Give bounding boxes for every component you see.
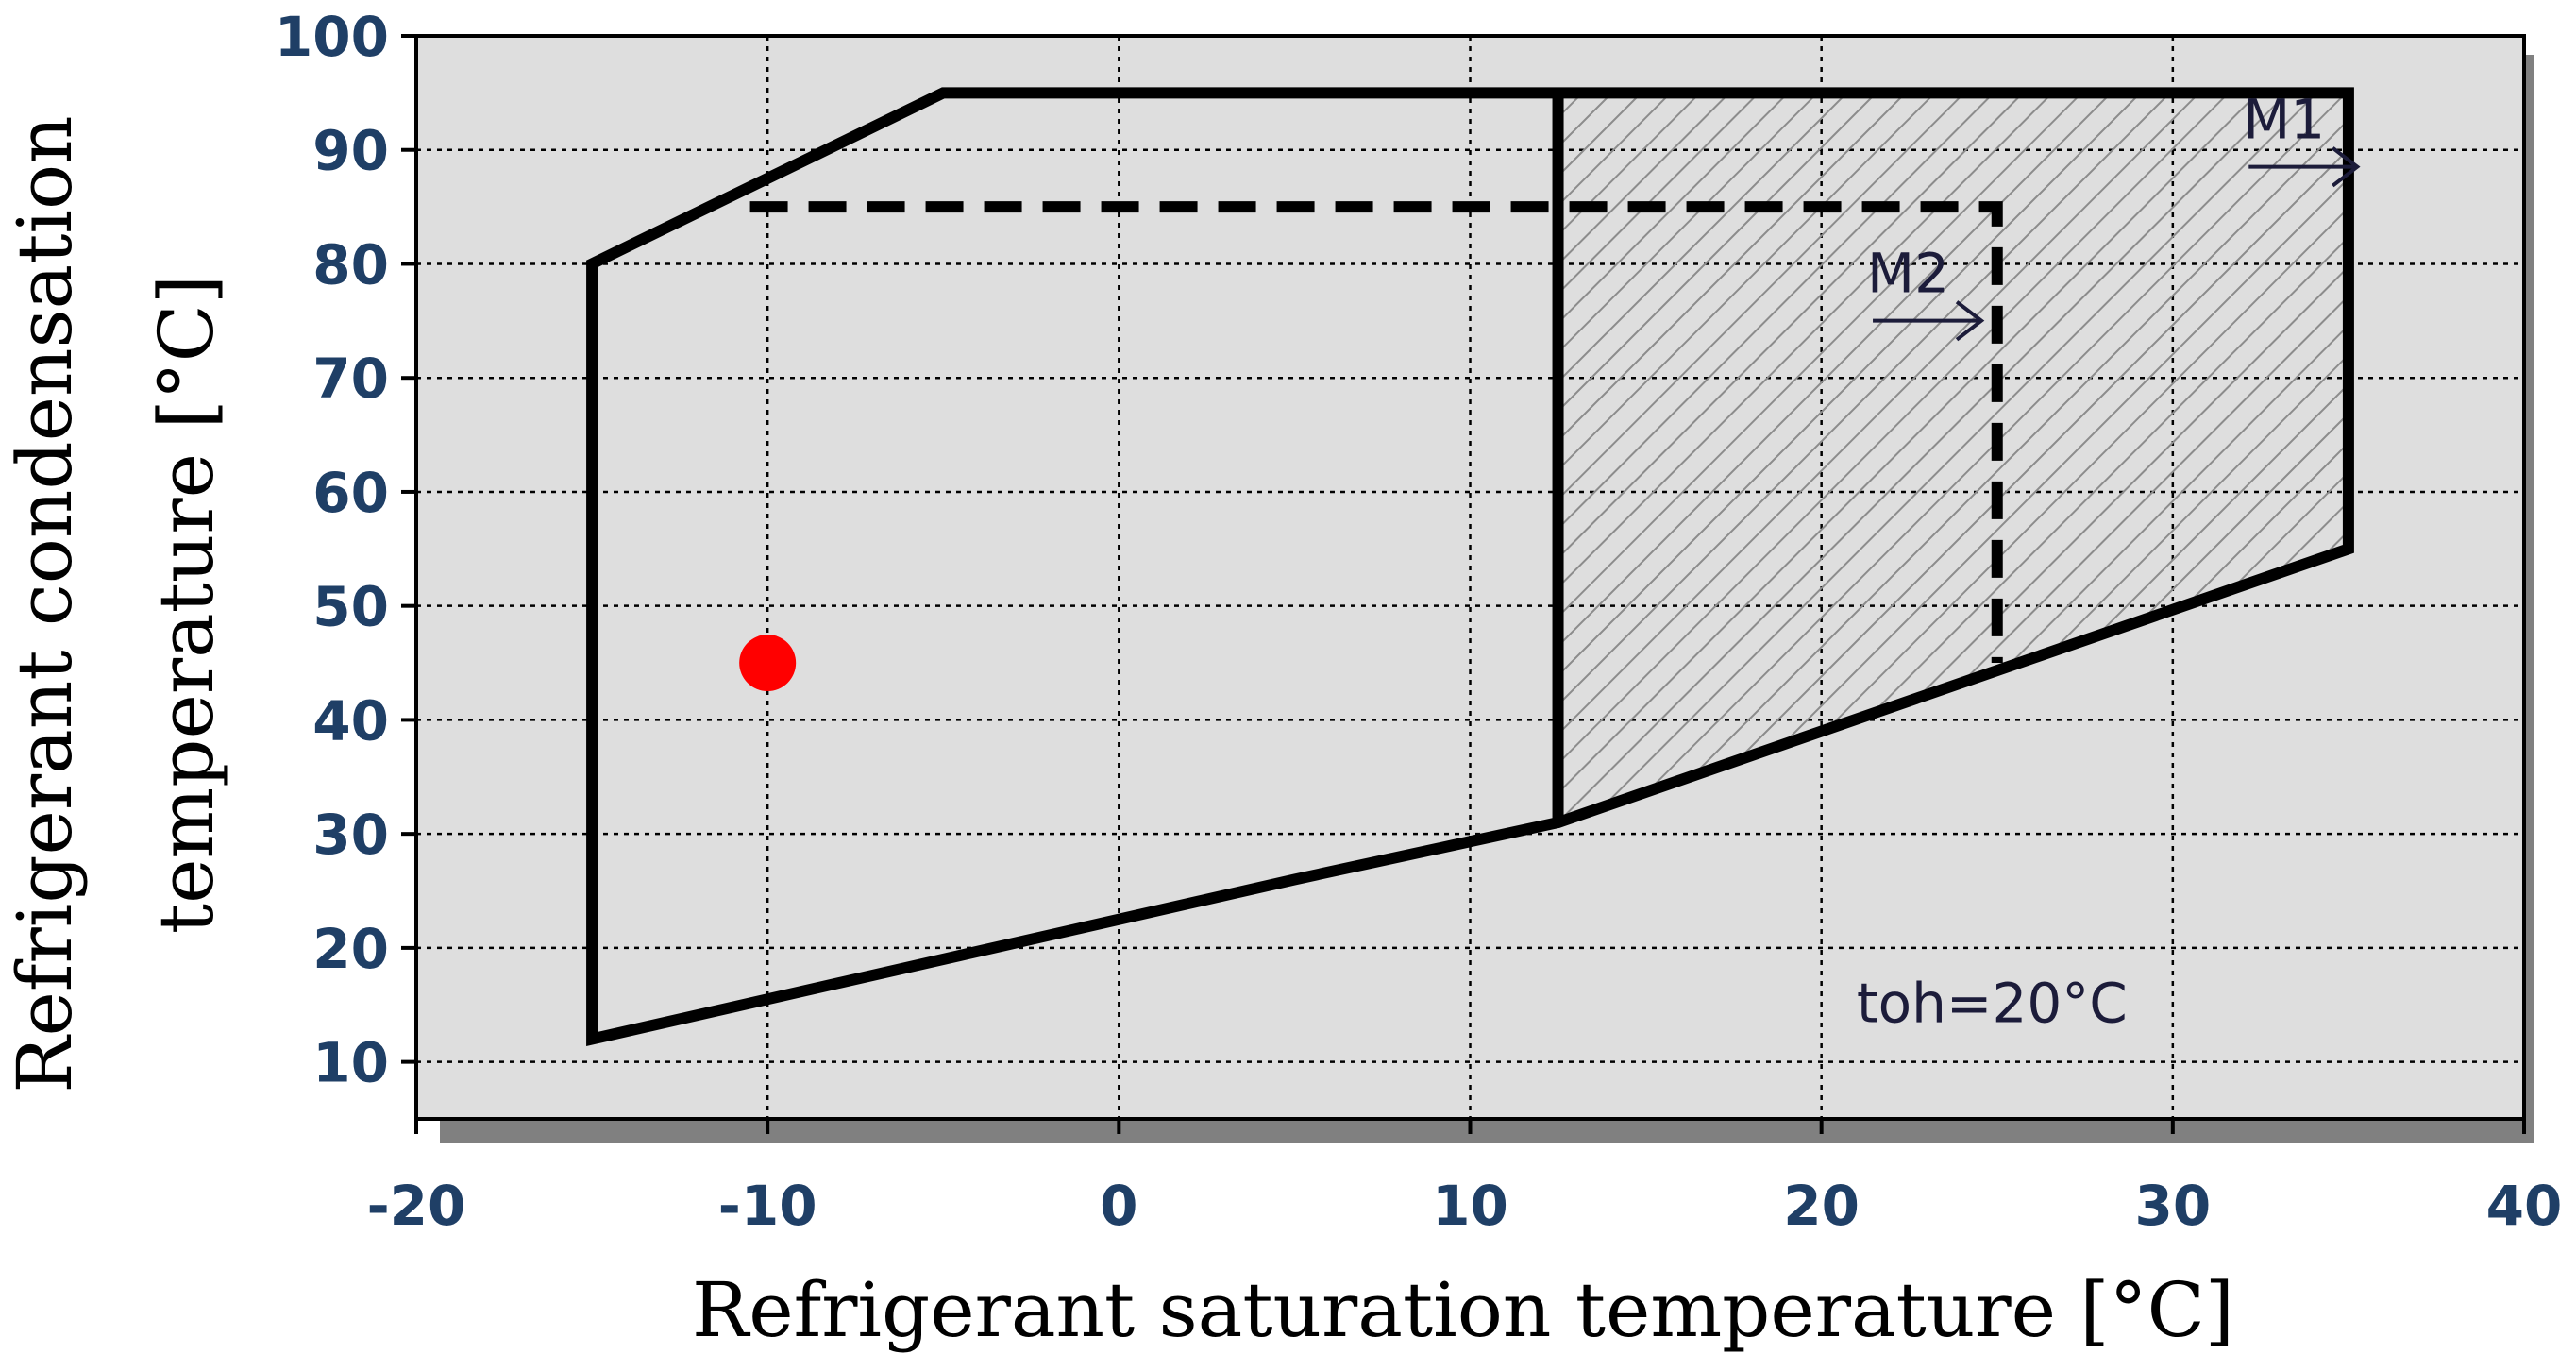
y-axis-label: Refrigerant condensation temperature [°C…: [1, 115, 230, 1092]
x-axis-ticks: -20 -10 0 10 20 30 40: [367, 1119, 2563, 1238]
y-axis-label-line2: temperature [°C]: [143, 275, 230, 934]
y-tick-label: 80: [312, 232, 389, 296]
annotation-toh: toh=20°C: [1857, 971, 2128, 1035]
hatched-region-extended-range: [1557, 93, 2349, 823]
x-tick-label: -20: [367, 1174, 466, 1238]
y-tick-label: 20: [312, 917, 389, 981]
y-tick-label: 100: [275, 5, 389, 69]
x-tick-label: 20: [1783, 1174, 1860, 1238]
annotation-m1: M1: [2243, 88, 2325, 152]
y-tick-label: 70: [312, 347, 389, 411]
x-tick-label: 30: [2134, 1174, 2211, 1238]
annotation-m2-arrowhead: [1955, 300, 1985, 342]
x-tick-label: 0: [1100, 1174, 1137, 1238]
operating-point-marker: [739, 635, 797, 692]
y-tick-label: 90: [312, 119, 389, 183]
x-tick-label: 40: [2486, 1174, 2563, 1238]
x-tick-label: -10: [718, 1174, 817, 1238]
annotations: M1 M2 toh=20°C: [1857, 88, 2361, 1035]
y-tick-label: 10: [312, 1031, 389, 1095]
series-m2-envelope: [749, 201, 2003, 664]
x-axis-label: Refrigerant saturation temperature [°C]: [692, 1266, 2234, 1354]
series-operating-envelope: [586, 87, 2354, 1046]
y-tick-label: 50: [312, 575, 389, 639]
annotation-m1-arrowhead: [2332, 146, 2361, 188]
points: [739, 635, 797, 692]
y-axis-ticks: 10 20 30 40 50 60 70 80 90 100: [275, 5, 416, 1095]
annotation-m2: M2: [1867, 242, 1949, 306]
y-tick-label: 30: [312, 803, 389, 867]
x-tick-label: 10: [1432, 1174, 1508, 1238]
y-axis-label-line1: Refrigerant condensation: [1, 115, 89, 1092]
y-tick-label: 40: [312, 688, 389, 753]
y-tick-label: 60: [312, 461, 389, 525]
series-group: [586, 87, 2354, 1046]
hatched-region: [1557, 93, 2349, 823]
